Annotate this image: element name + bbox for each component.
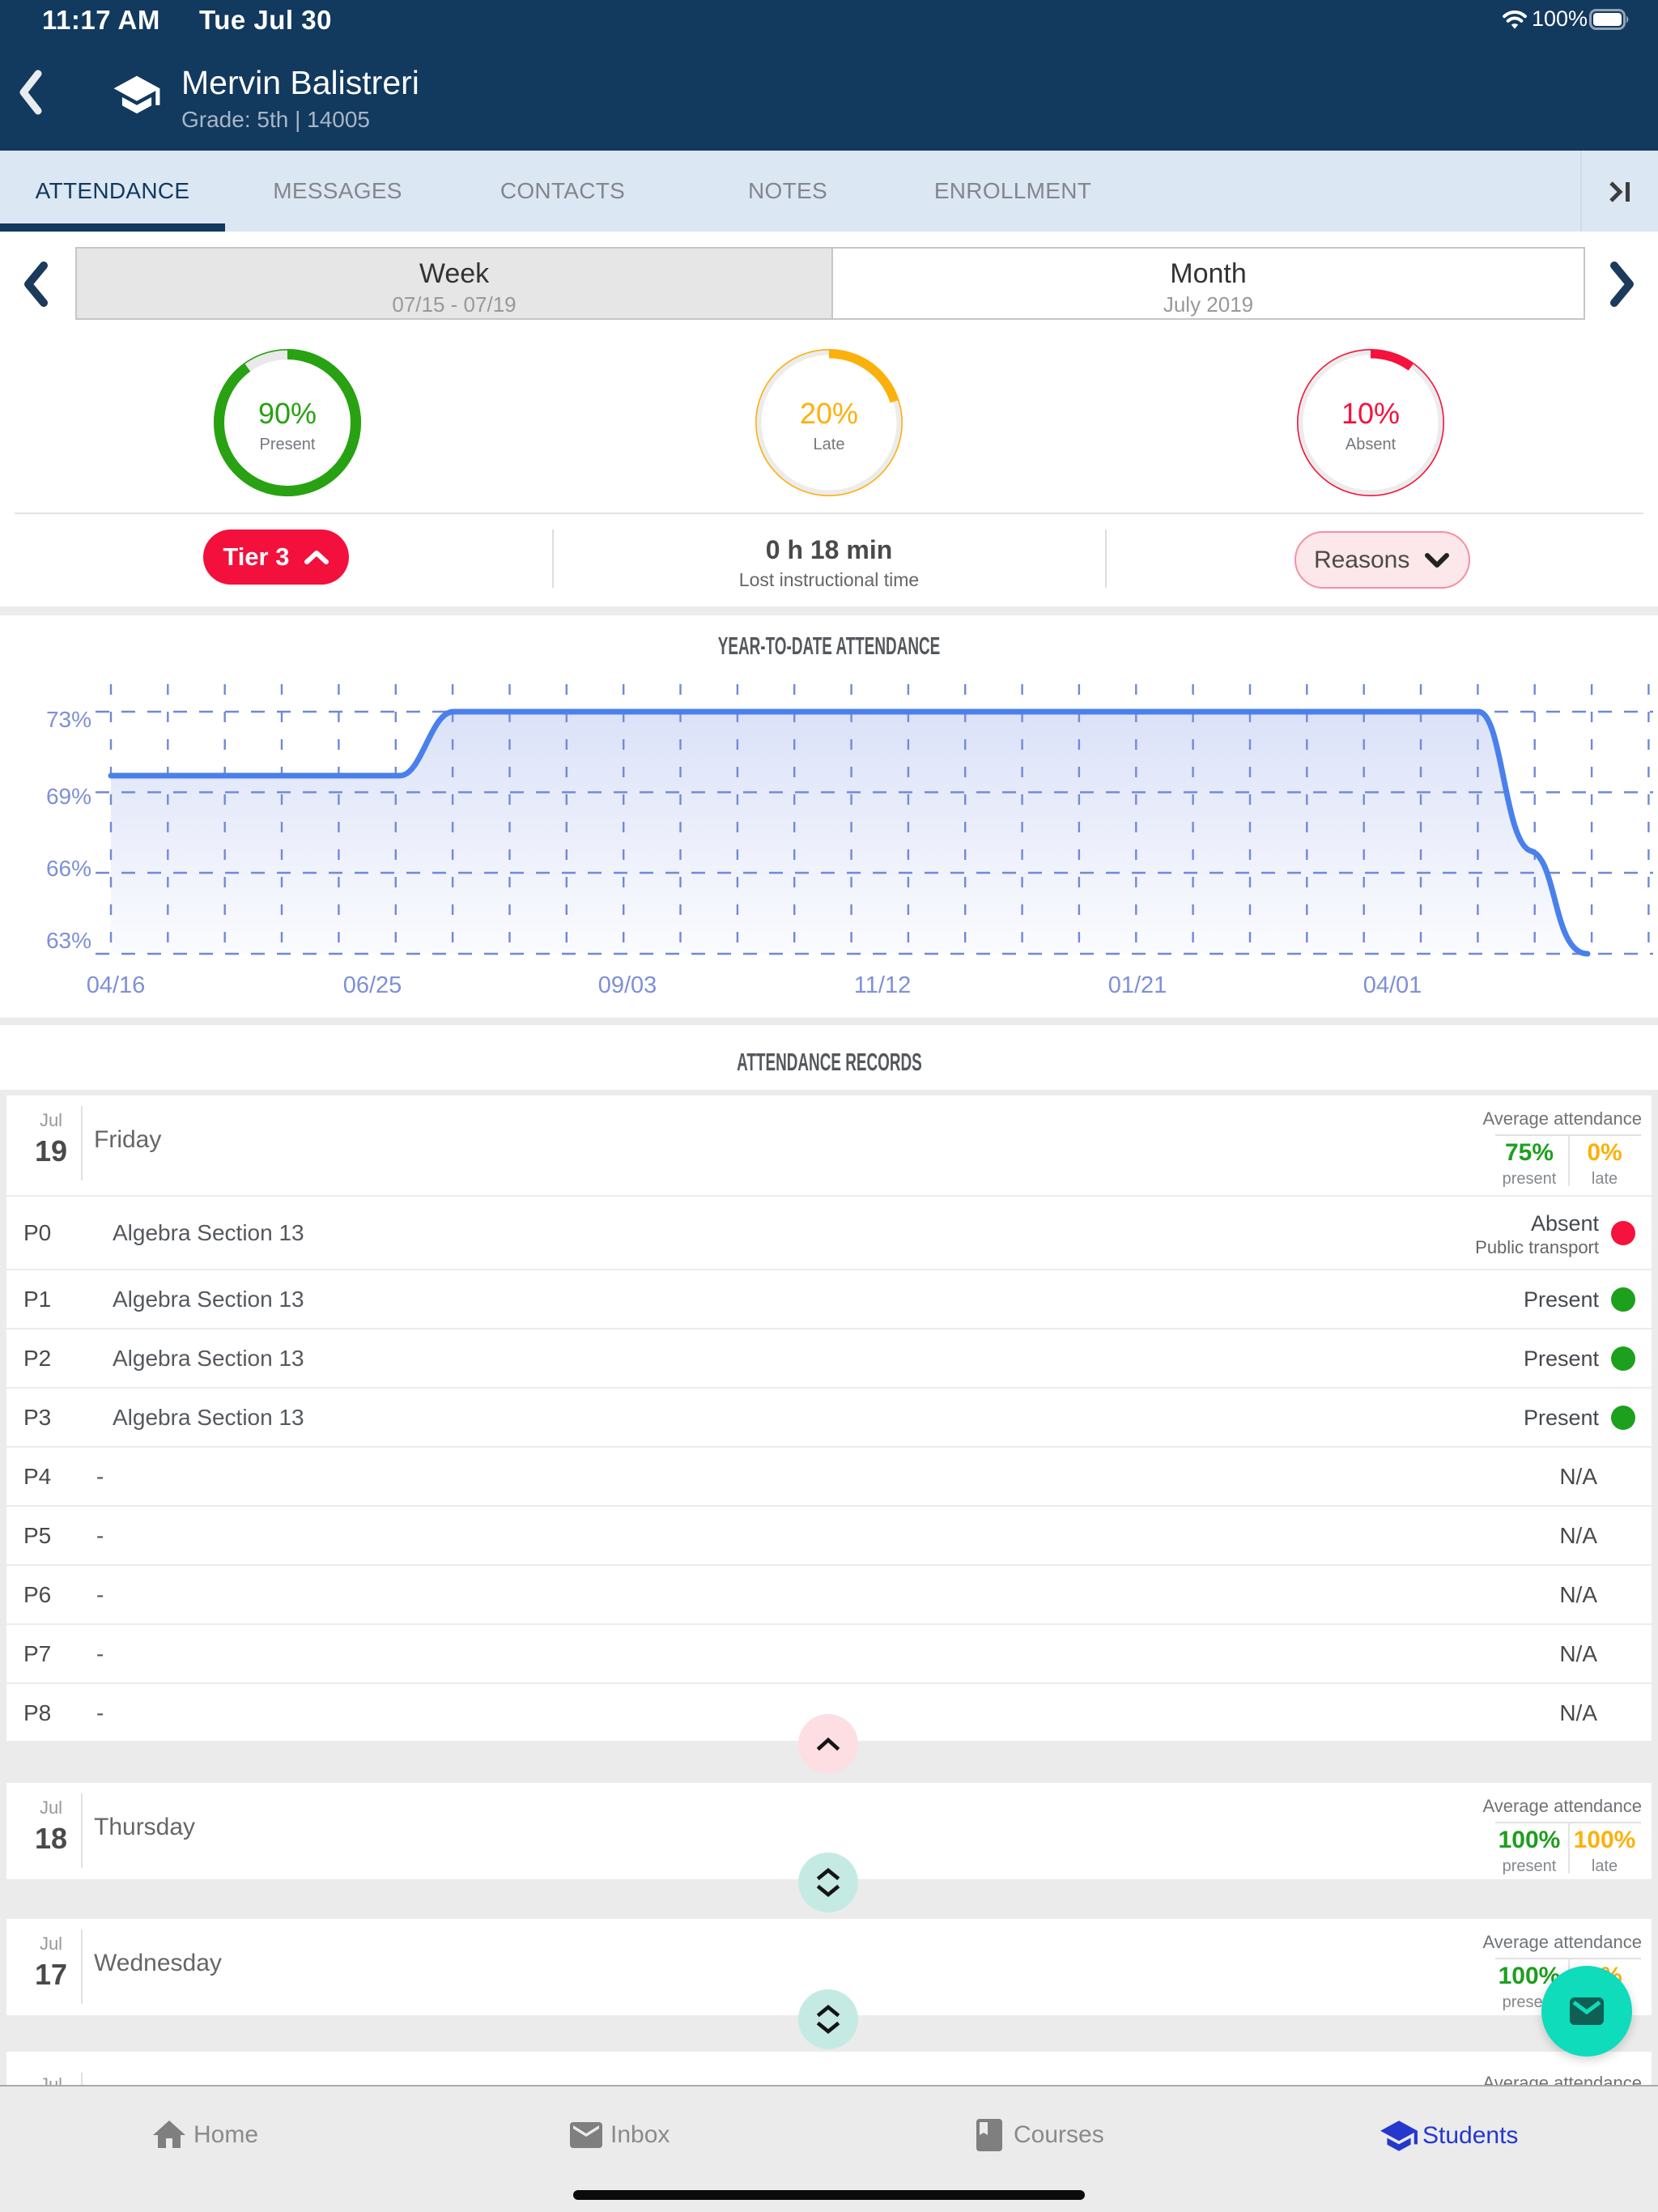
svg-text:06/25: 06/25 [343, 972, 402, 998]
svg-text:66%: 66% [46, 856, 91, 881]
svg-text:04/16: 04/16 [87, 972, 146, 998]
svg-text:63%: 63% [46, 928, 91, 953]
svg-text:04/01: 04/01 [1363, 972, 1422, 998]
svg-text:73%: 73% [46, 707, 91, 732]
svg-text:11/12: 11/12 [854, 972, 911, 998]
svg-text:01/21: 01/21 [1108, 972, 1167, 998]
svg-text:69%: 69% [46, 784, 91, 809]
svg-text:09/03: 09/03 [598, 972, 657, 998]
